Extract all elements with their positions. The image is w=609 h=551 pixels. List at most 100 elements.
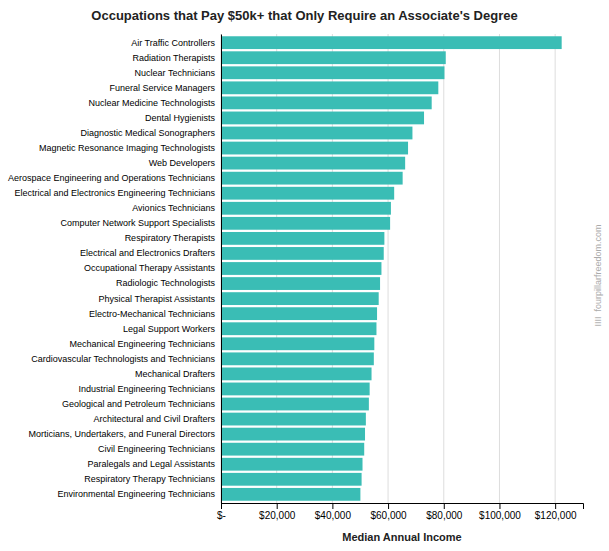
x-tick-label: $100,000 <box>479 510 521 521</box>
bar <box>221 142 408 155</box>
watermark: IIII fourpillarfreedom.com <box>593 224 603 326</box>
y-tick-label: Dental Hygienists <box>145 113 216 123</box>
y-tick: Avionics Technicians <box>132 203 215 213</box>
x-tick-mark <box>277 503 278 509</box>
bar <box>221 202 391 215</box>
y-tick-label: Respiratory Therapists <box>125 233 216 243</box>
y-tick-label: Funeral Service Managers <box>109 83 215 93</box>
y-tick-label: Electrical and Electronics Drafters <box>80 248 216 258</box>
x-tick: $40,000 <box>315 503 352 521</box>
x-tick-mark <box>221 503 222 509</box>
y-axis-line <box>221 35 222 504</box>
y-tick: Geological and Petroleum Technicians <box>62 399 215 409</box>
x-tick-mark <box>499 503 500 509</box>
y-tick-label: Geological and Petroleum Technicians <box>62 399 215 409</box>
y-tick: Civil Engineering Technicians <box>98 444 215 454</box>
y-tick: Physical Therapist Assistants <box>99 293 216 303</box>
y-axis: Air Traffic ControllersRadiation Therapi… <box>8 35 221 504</box>
x-axis: $- $20,000 $40,000 $60,000 $80,000 $100,000 $1… <box>217 503 583 521</box>
y-tick-label: Radiation Therapists <box>133 53 216 63</box>
bar <box>221 112 424 125</box>
y-tick: Funeral Service Managers <box>109 83 215 93</box>
bar <box>221 337 374 350</box>
y-tick-label: Magnetic Resonance Imaging Technologists <box>39 143 215 153</box>
bar <box>221 473 362 486</box>
chart-svg: Air Traffic ControllersRadiation Therapi… <box>0 0 609 551</box>
y-tick: Magnetic Resonance Imaging Technologists <box>39 143 215 153</box>
bar <box>221 217 390 230</box>
y-tick: Web Developers <box>149 158 216 168</box>
y-tick-label: Aerospace Engineering and Operations Tec… <box>8 173 215 183</box>
chart-container: Air Traffic ControllersRadiation Therapi… <box>0 0 609 551</box>
y-tick-label: Electro-Mechanical Technicians <box>89 309 215 319</box>
y-tick: Radiologic Technologists <box>116 278 215 288</box>
x-tick-label: $- <box>217 510 226 521</box>
bar <box>221 488 360 501</box>
bar <box>221 51 446 64</box>
x-tick-label: $80,000 <box>426 510 463 521</box>
y-tick-label: Legal Support Workers <box>123 324 215 334</box>
y-tick-label: Architectural and Civil Drafters <box>93 414 215 424</box>
y-tick: Respiratory Therapists <box>125 233 216 243</box>
x-tick: $- <box>217 503 226 521</box>
y-tick-label: Avionics Technicians <box>132 203 215 213</box>
y-tick: Architectural and Civil Drafters <box>93 414 215 424</box>
y-tick: Morticians, Undertakers, and Funeral Dir… <box>28 429 215 439</box>
x-tick: $60,000 <box>370 503 407 521</box>
bar <box>221 428 365 441</box>
bar <box>221 187 394 200</box>
bar <box>221 352 374 365</box>
y-tick-label: Industrial Engineering Technicians <box>79 384 216 394</box>
grid-line <box>555 34 556 503</box>
chart-title: Occupations that Pay $50k+ that Only Req… <box>91 8 517 23</box>
bar <box>221 157 405 170</box>
y-tick: Paralegals and Legal Assistants <box>87 459 215 469</box>
x-tick-label: $60,000 <box>370 510 407 521</box>
x-tick-mark <box>444 503 445 509</box>
y-tick-label: Physical Therapist Assistants <box>99 293 216 303</box>
bar <box>221 36 562 49</box>
y-tick: Cardiovascular Technologists and Technic… <box>31 354 215 364</box>
x-tick: $100,000 <box>479 503 521 521</box>
bar <box>221 247 384 260</box>
y-tick-label: Diagnostic Medical Sonographers <box>80 128 215 138</box>
y-tick: Electrical and Electronics Drafters <box>80 248 216 258</box>
y-tick: Electro-Mechanical Technicians <box>89 309 215 319</box>
y-tick-label: Nuclear Technicians <box>135 68 216 78</box>
bar <box>221 66 444 79</box>
y-tick: Nuclear Technicians <box>135 68 216 78</box>
x-tick-mark <box>388 503 389 509</box>
y-tick-label: Cardiovascular Technologists and Technic… <box>31 354 215 364</box>
y-tick: Nuclear Medicine Technologists <box>89 98 216 108</box>
bar <box>221 292 379 305</box>
bar <box>221 458 363 471</box>
bar <box>221 81 438 94</box>
bar <box>221 413 366 426</box>
y-tick: Mechanical Engineering Technicians <box>70 339 216 349</box>
x-tick-label: $40,000 <box>315 510 352 521</box>
y-tick: Radiation Therapists <box>133 53 216 63</box>
x-tick-mark <box>332 503 333 509</box>
bar <box>221 96 432 109</box>
y-tick-label: Mechanical Drafters <box>135 369 216 379</box>
y-tick-label: Radiologic Technologists <box>116 278 215 288</box>
y-tick: Computer Network Support Specialists <box>60 218 215 228</box>
y-tick-label: Electrical and Electronics Engineering T… <box>15 188 216 198</box>
bar <box>221 172 403 185</box>
y-tick-label: Environmental Engineering Technicians <box>58 489 216 499</box>
y-tick-label: Respiratory Therapy Technicians <box>84 474 215 484</box>
grid-line <box>221 34 222 503</box>
y-tick: Mechanical Drafters <box>135 369 216 379</box>
x-tick: $80,000 <box>426 503 463 521</box>
y-tick: Industrial Engineering Technicians <box>79 384 216 394</box>
bar <box>221 232 384 245</box>
bar <box>221 277 380 290</box>
x-tick: $20,000 <box>259 503 296 521</box>
y-tick-label: Paralegals and Legal Assistants <box>87 459 215 469</box>
y-tick-label: Mechanical Engineering Technicians <box>70 339 216 349</box>
x-axis-title: Median Annual Income <box>342 531 461 543</box>
x-tick-label: $120,000 <box>535 510 577 521</box>
y-tick: Dental Hygienists <box>145 113 216 123</box>
y-tick: Environmental Engineering Technicians <box>58 489 216 499</box>
y-tick-label: Morticians, Undertakers, and Funeral Dir… <box>28 429 215 439</box>
